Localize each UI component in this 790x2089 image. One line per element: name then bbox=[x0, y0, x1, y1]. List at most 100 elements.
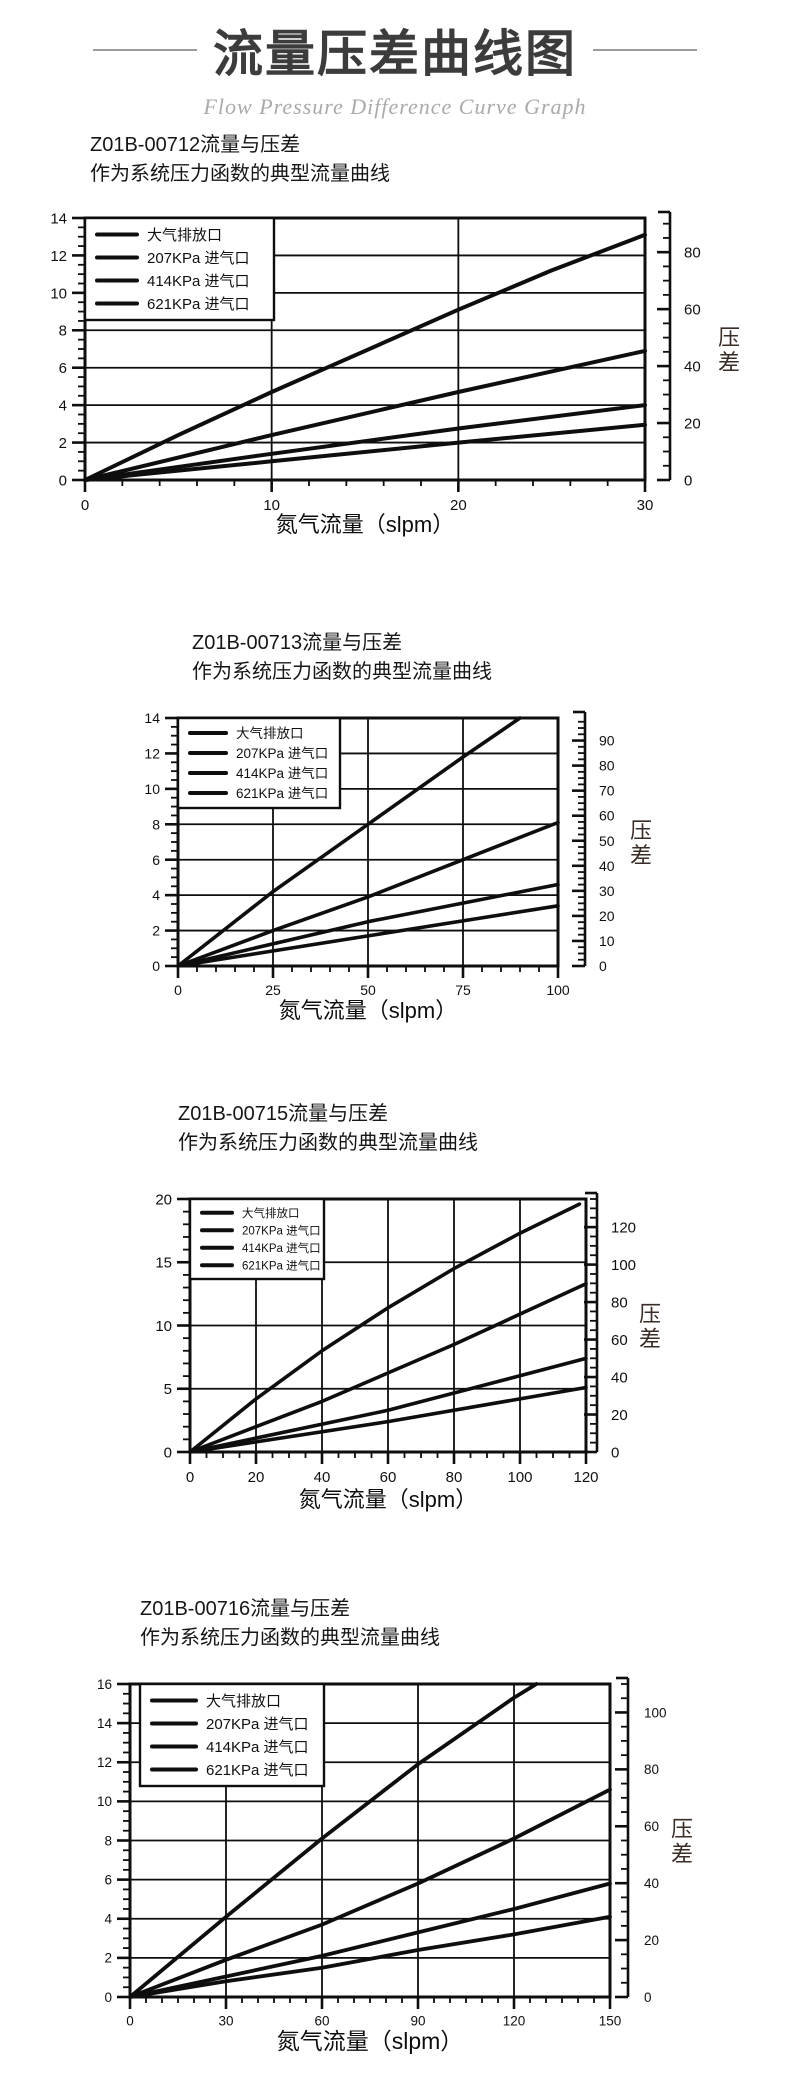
series-207KPa 进气口 bbox=[83, 348, 647, 482]
x-axis-tick-label: 0 bbox=[174, 982, 182, 998]
pressure-diff-label: 压 bbox=[718, 325, 740, 350]
y-axis-tick-label: 6 bbox=[152, 852, 160, 868]
right-axis-tick-label: 20 bbox=[644, 1933, 659, 1948]
y-axis-tick-label: 4 bbox=[104, 1912, 112, 1927]
legend-label: 大气排放口 bbox=[147, 227, 222, 244]
chart3-title-line1: Z01B-00715流量与压差 bbox=[178, 1103, 389, 1125]
chart2-title-line1: Z01B-00713流量与压差 bbox=[192, 632, 403, 654]
right-axis-tick-label: 0 bbox=[644, 1990, 652, 2005]
y-axis-tick-label: 6 bbox=[104, 1872, 112, 1887]
pressure-diff-label: 压 bbox=[639, 1302, 661, 1327]
series-621KPa 进气口 bbox=[176, 904, 560, 968]
chart-Z01B-00715: 0 5 10 15 20 0 20 40 60 80 100 120 0 20 40 60 80 100 120 大气… bbox=[155, 1191, 661, 1512]
right-axis-tick-label: 20 bbox=[599, 908, 615, 924]
x-axis-tick-label: 30 bbox=[637, 497, 654, 514]
right-axis-tick-label: 0 bbox=[599, 958, 607, 974]
right-axis-tick-label: 40 bbox=[611, 1369, 628, 1386]
series-621KPa 进气口 bbox=[188, 1385, 588, 1454]
pressure-diff-label: 压 bbox=[630, 818, 652, 843]
x-axis-tick-label: 0 bbox=[81, 497, 89, 514]
x-axis-tick-label: 75 bbox=[455, 982, 471, 998]
y-axis-tick-label: 10 bbox=[97, 1794, 112, 1809]
right-axis-tick-label: 40 bbox=[644, 1876, 659, 1891]
pressure-diff-label: 差 bbox=[639, 1327, 661, 1352]
page-subtitle: Flow Pressure Difference Curve Graph bbox=[203, 94, 587, 119]
series-group bbox=[128, 1682, 612, 1999]
chart4-title-line2: 作为系统压力函数的典型流量曲线 bbox=[140, 1627, 440, 1649]
series-group bbox=[188, 1202, 588, 1454]
right-axis-tick-label: 60 bbox=[611, 1332, 628, 1349]
series-大气排放口 bbox=[176, 716, 522, 968]
x-axis-label: 氮气流量（slpm） bbox=[276, 512, 454, 537]
title-row: 流量压差曲线图 bbox=[0, 14, 790, 86]
legend-label: 大气排放口 bbox=[206, 1693, 281, 1710]
legend-label: 621KPa 进气口 bbox=[242, 1258, 321, 1272]
y-axis-tick-label: 10 bbox=[155, 1318, 172, 1335]
series-621KPa 进气口 bbox=[83, 422, 647, 482]
right-axis-tick-label: 70 bbox=[599, 783, 615, 799]
y-axis-tick-label: 14 bbox=[144, 710, 160, 726]
chart4-title-line1: Z01B-00716流量与压差 bbox=[140, 1598, 351, 1620]
legend-label: 414KPa 进气口 bbox=[206, 1739, 309, 1756]
series-414KPa 进气口 bbox=[188, 1356, 588, 1454]
y-axis-tick-label: 0 bbox=[152, 958, 160, 974]
right-axis-tick-label: 40 bbox=[684, 358, 701, 375]
page-title: 流量压差曲线图 bbox=[213, 26, 577, 82]
x-axis-label: 氮气流量（slpm） bbox=[279, 998, 457, 1023]
y-axis-tick-label: 5 bbox=[164, 1381, 172, 1398]
y-axis-tick-label: 15 bbox=[155, 1255, 172, 1272]
chart1-title-line1: Z01B-00712流量与压差 bbox=[90, 134, 301, 156]
x-axis-label: 氮气流量（slpm） bbox=[277, 2028, 464, 2054]
legend-label: 207KPa 进气口 bbox=[242, 1223, 321, 1237]
legend-label: 207KPa 进气口 bbox=[206, 1716, 309, 1733]
right-axis-tick-label: 80 bbox=[644, 1762, 659, 1777]
x-axis-label: 氮气流量（slpm） bbox=[299, 1487, 477, 1512]
x-axis-tick-label: 90 bbox=[410, 2014, 425, 2029]
legend-label: 621KPa 进气口 bbox=[206, 1762, 309, 1779]
right-axis-tick-label: 20 bbox=[611, 1407, 628, 1424]
x-axis-tick-label: 120 bbox=[503, 2014, 526, 2029]
x-axis-tick-label: 80 bbox=[446, 1469, 463, 1486]
chart2-title: Z01B-00713流量与压差 作为系统压力函数的典型流量曲线 bbox=[192, 629, 492, 687]
series-group bbox=[176, 716, 560, 968]
title-rule-right-icon bbox=[593, 49, 697, 51]
legend-label: 207KPa 进气口 bbox=[147, 250, 250, 267]
series-207KPa 进气口 bbox=[128, 1787, 612, 1999]
y-axis-tick-label: 4 bbox=[59, 398, 67, 415]
x-axis-tick-label: 0 bbox=[126, 2014, 134, 2029]
right-axis-tick-label: 30 bbox=[599, 883, 615, 899]
y-axis-tick-label: 2 bbox=[104, 1951, 112, 1966]
right-axis-tick-label: 60 bbox=[599, 808, 615, 824]
x-axis-tick-label: 150 bbox=[599, 2014, 622, 2029]
chart-Z01B-00712: 0 2 4 6 8 10 12 14 0 10 20 30 0 20 40 60 80 大气排放口 207KPa 进… bbox=[50, 210, 740, 537]
pressure-diff-label: 差 bbox=[671, 1842, 693, 1867]
legend-label: 414KPa 进气口 bbox=[147, 273, 250, 290]
right-axis-tick-label: 20 bbox=[684, 415, 701, 432]
y-axis-tick-label: 16 bbox=[97, 1677, 112, 1692]
y-axis-tick-label: 8 bbox=[59, 323, 67, 340]
y-axis-tick-label: 6 bbox=[59, 360, 67, 377]
y-axis-tick-label: 12 bbox=[144, 745, 160, 761]
y-axis-tick-label: 0 bbox=[104, 1990, 112, 2005]
series-大气排放口 bbox=[128, 1682, 539, 1999]
right-axis-tick-label: 0 bbox=[684, 472, 692, 489]
chart3-title: Z01B-00715流量与压差 作为系统压力函数的典型流量曲线 bbox=[178, 1100, 478, 1158]
series-621KPa 进气口 bbox=[128, 1914, 612, 1999]
series-414KPa 进气口 bbox=[128, 1881, 612, 1999]
series-414KPa 进气口 bbox=[176, 882, 560, 968]
series-207KPa 进气口 bbox=[176, 820, 560, 968]
chart1-title-line2: 作为系统压力函数的典型流量曲线 bbox=[90, 163, 390, 185]
right-axis-tick-label: 0 bbox=[611, 1444, 619, 1461]
right-axis-tick-label: 120 bbox=[611, 1220, 636, 1237]
y-axis-tick-label: 10 bbox=[50, 285, 67, 302]
chart2-title-line2: 作为系统压力函数的典型流量曲线 bbox=[192, 661, 492, 683]
legend-label: 大气排放口 bbox=[242, 1206, 300, 1220]
series-大气排放口 bbox=[83, 232, 647, 482]
right-axis-tick-label: 100 bbox=[644, 1705, 667, 1720]
y-axis-tick-label: 4 bbox=[152, 887, 160, 903]
y-axis-tick-label: 0 bbox=[59, 472, 67, 489]
x-axis-tick-label: 100 bbox=[507, 1469, 532, 1486]
right-axis-tick-label: 60 bbox=[684, 302, 701, 319]
legend-label: 621KPa 进气口 bbox=[236, 786, 328, 801]
